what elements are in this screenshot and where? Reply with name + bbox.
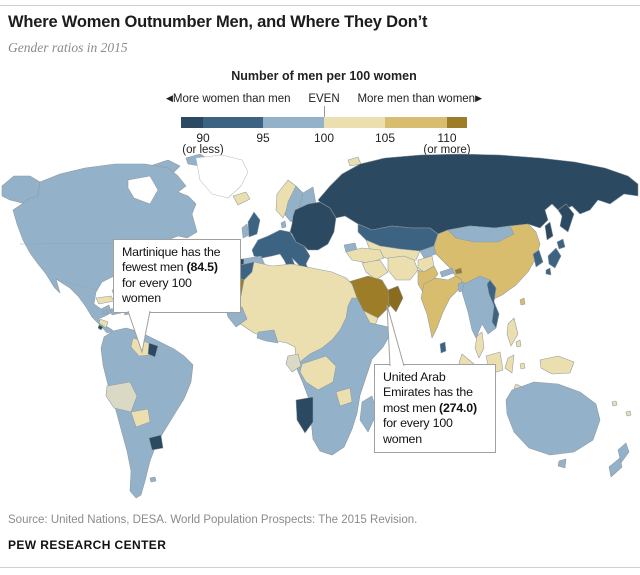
country-indonesia-sulawesi xyxy=(504,354,515,374)
country-russia xyxy=(317,153,639,235)
even-tick-line xyxy=(324,106,325,118)
source-note: Source: United Nations, DESA. World Popu… xyxy=(8,514,418,526)
country-uruguay xyxy=(148,434,164,451)
tick-110-sub: (or more) xyxy=(423,144,471,156)
callout-martinique-value: (84.5) xyxy=(186,260,218,275)
country-iran xyxy=(387,255,419,281)
country-vietnam xyxy=(486,279,500,329)
callout-uae-value: (274.0) xyxy=(439,400,477,415)
page-subtitle: Gender ratios in 2015 xyxy=(8,40,128,55)
country-namibia xyxy=(295,396,314,434)
callout-uae-pointer xyxy=(386,304,405,367)
country-japan-kyushu xyxy=(545,267,552,276)
country-new-zealand-south xyxy=(608,457,623,478)
country-uae-oman xyxy=(387,285,404,313)
country-mongolia xyxy=(447,225,515,243)
legend-swatch-110-plus xyxy=(447,117,467,128)
country-new-guinea xyxy=(539,355,575,375)
left-arrow-icon: ◀ xyxy=(166,93,173,103)
right-arrow-icon: ▶ xyxy=(475,93,482,103)
country-madagascar xyxy=(359,395,378,433)
country-el-salvador xyxy=(97,324,104,331)
callout-martinique: Martinique has the fewest men (84.5) for… xyxy=(113,239,241,354)
legend-title: Number of men per 100 women xyxy=(231,69,417,83)
callout-martinique-pointer xyxy=(127,310,151,354)
country-russia-sakhalin xyxy=(544,221,554,241)
tick-90-sub: (or less) xyxy=(182,144,224,156)
country-iceland xyxy=(232,191,251,206)
country-philippines xyxy=(506,317,519,347)
country-french-guiana xyxy=(147,342,159,358)
country-north-america xyxy=(12,163,198,334)
country-philippines-south xyxy=(515,339,522,348)
country-australia xyxy=(505,381,601,456)
page-title: Where Women Outnumber Men, and Where The… xyxy=(8,13,428,31)
country-turkey xyxy=(345,247,385,264)
callout-martinique-text: Martinique has the fewest men xyxy=(122,245,221,275)
country-greenland xyxy=(195,154,249,199)
country-taiwan xyxy=(519,297,526,306)
tick-105: 105 xyxy=(374,131,396,145)
country-united-kingdom xyxy=(247,211,261,238)
country-bhutan xyxy=(454,267,463,275)
tick-100: 100 xyxy=(313,131,335,145)
country-japan-honshu xyxy=(547,247,562,269)
country-paraguay xyxy=(130,408,151,428)
bottom-rule xyxy=(0,567,640,568)
country-dr-congo xyxy=(299,355,337,391)
country-honduras-nicaragua xyxy=(98,318,109,329)
country-russia-kamchatka xyxy=(557,203,575,233)
legend-color-scale xyxy=(181,117,467,128)
country-malaysia xyxy=(474,331,485,359)
country-gabon xyxy=(285,353,302,373)
brand-pew-research-center: PEW RESEARCH CENTER xyxy=(8,538,167,552)
country-indonesia-moluccas xyxy=(519,362,526,370)
legend-swatch-100-105 xyxy=(324,117,385,128)
country-ghana-cote-divoire xyxy=(256,329,279,344)
country-japan-hokkaido xyxy=(556,238,566,250)
top-rule xyxy=(0,5,640,6)
country-ireland xyxy=(241,223,250,239)
legend-swatch-90-or-less xyxy=(181,117,203,128)
country-zimbabwe-mozambique xyxy=(335,387,353,407)
hudson-bay xyxy=(127,175,159,205)
country-falklands xyxy=(149,476,157,483)
country-pacific-island-1 xyxy=(611,400,618,407)
country-korea xyxy=(532,249,544,268)
tick-95: 95 xyxy=(256,131,270,145)
callout-martinique-text-after: for every 100 women xyxy=(122,275,192,306)
callout-uae-text-after: for every 100 women xyxy=(383,416,453,446)
country-nepal xyxy=(439,267,455,278)
callout-uae-text: United Arab Emirates has the most men xyxy=(383,370,473,415)
callout-uae: United Arab Emirates has the most men (2… xyxy=(374,304,496,454)
country-india xyxy=(420,275,463,339)
legend-even-label: EVEN xyxy=(308,93,340,105)
country-bolivia xyxy=(105,381,138,413)
country-tasmania xyxy=(557,458,567,469)
country-pacific-island-2 xyxy=(625,410,632,417)
world-choropleth-map xyxy=(1,153,639,499)
tick-110: 110 xyxy=(437,131,457,145)
legend-swatch-95-100 xyxy=(263,117,324,128)
tick-90: 90 xyxy=(196,131,210,145)
country-denmark xyxy=(280,220,287,229)
legend-left-label: ◀More women than men xyxy=(166,93,291,105)
legend-right-label: More men than women▶ xyxy=(357,93,482,105)
country-jamaica xyxy=(102,309,109,315)
country-syria-iraq xyxy=(361,259,389,281)
legend-swatch-105-110 xyxy=(385,117,447,128)
country-cuba xyxy=(95,295,115,305)
country-sri-lanka xyxy=(439,341,447,354)
legend-swatch-90-95 xyxy=(203,117,263,128)
us-mexico-border xyxy=(59,279,99,291)
